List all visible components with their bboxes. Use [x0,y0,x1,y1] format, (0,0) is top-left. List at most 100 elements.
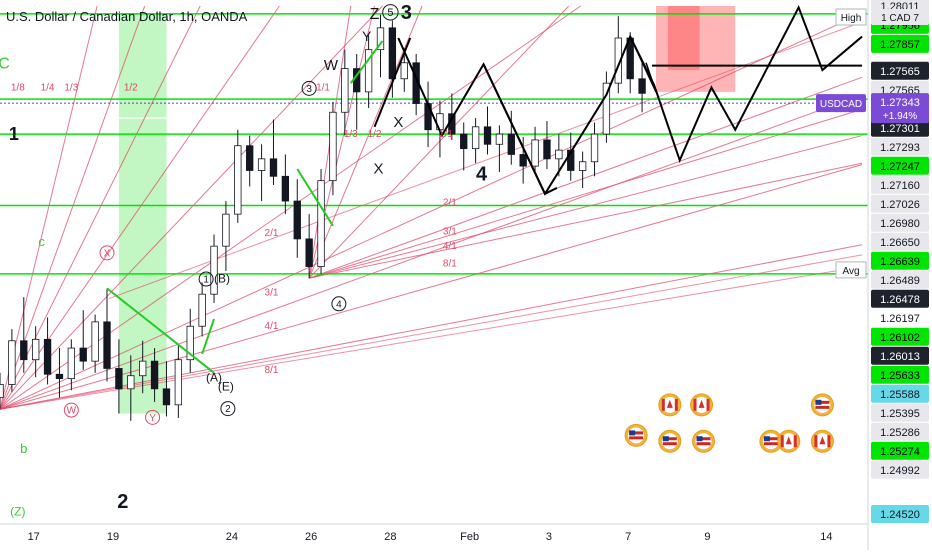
fan-line [108,21,863,300]
wave-label: (Z) [10,504,25,518]
candle [127,355,135,421]
wave-label: 1 [203,275,209,286]
candle [543,120,551,170]
price-label: 1.26650 [871,232,929,251]
fan-line [0,5,383,410]
ca-flag-icon [777,429,801,453]
candle-body [91,321,99,362]
fan-line [309,108,863,279]
time-axis-label: 17 [28,531,40,543]
red-zone-core [667,6,700,71]
wave-label: 2 [225,404,231,415]
price-label: 1.25274 [871,441,929,460]
candle [471,118,480,164]
green-wave-segment [349,40,384,84]
candle-body [495,133,504,145]
candle [590,122,599,177]
fan-line [0,5,201,410]
candle [460,122,468,171]
wave-label: 1/2 [368,129,382,140]
price-label: 1.27026 [871,194,929,213]
annotation-circle [145,409,161,425]
symbol-badge: USDCAD [816,94,866,113]
wave-label: 4 [336,299,342,310]
candle [210,234,218,303]
wave-label: Z [370,6,380,23]
candle-body [293,200,301,240]
candle-body [531,139,539,167]
candle-body [555,149,563,160]
candle-body [341,68,349,113]
price-label: 1.26489 [871,270,929,289]
currency-tag-text: 1 CAD 7 [881,13,919,24]
price-label-text: 1.24520 [880,509,920,521]
us-flag-icon [692,429,716,453]
candle [329,102,337,196]
candle [32,326,40,378]
price-label-text: 1.26639 [880,256,920,268]
price-label-text: 1.27293 [880,142,920,154]
fan-line [0,5,98,410]
ca-flag-icon [810,429,834,453]
candle-body [103,321,111,369]
price-label: 1.26980 [871,213,929,232]
candle-body [139,360,147,377]
green-wave-segment [106,287,215,374]
price-label-text: 1.25395 [880,408,920,420]
current-price-tag: 1.27343 +1.94% [871,93,929,124]
candle-body [578,161,587,171]
wave-projection [482,63,558,196]
candle-body [115,368,123,390]
price-label-text: 1.24992 [880,465,920,477]
ca-flag-icon [690,393,714,417]
fan-line [0,244,863,410]
wave-label: 1/3 [344,129,358,140]
fan-line [308,5,423,279]
wave-label: 4/1 [265,321,279,332]
time-axis-label: 28 [384,531,396,543]
annotation-circle [99,245,115,261]
candle [234,129,242,223]
wave-label: 1/1 [439,129,453,140]
wave-label: 3 [306,84,312,95]
wave-label: C [0,56,10,73]
price-label: 1.25633 [871,365,929,384]
candle [293,179,301,258]
wave-label: 2/1 [265,228,279,239]
time-axis-label: 26 [305,531,317,543]
time-axis-label: 14 [820,531,832,543]
price-label-text: 1.27160 [880,180,920,192]
wave-label: 8/1 [265,365,279,376]
candle [317,169,325,274]
annotation-circle [382,4,399,21]
price-label: 1.27160 [871,175,929,194]
price-label-text: 1.25274 [880,446,920,458]
price-label: 1.24992 [871,460,929,479]
wave-label: 1/8 [11,82,25,93]
candle-body [400,62,408,80]
candle-body [602,82,611,135]
fan-line [0,254,863,410]
candle-body [246,145,254,171]
candle-body [210,245,218,295]
candle-body [8,340,16,385]
wave-label: 1/4 [41,82,55,93]
wave-projection [397,5,863,196]
candle [483,106,492,155]
candle [8,329,16,392]
green-wave-segment [201,318,215,355]
price-label-text: 1.26102 [880,332,920,344]
price-label: 1.25286 [871,422,929,441]
price-label-text: 1.26197 [880,313,920,325]
wave-label: 4/1 [443,241,457,252]
candle-body [543,139,551,160]
candle-body [638,78,646,94]
fan-line [308,76,863,279]
candle-body [471,126,480,150]
candle [79,310,87,370]
side-tag: High [835,8,867,26]
wave-label: X [374,160,384,177]
candle [222,201,230,271]
